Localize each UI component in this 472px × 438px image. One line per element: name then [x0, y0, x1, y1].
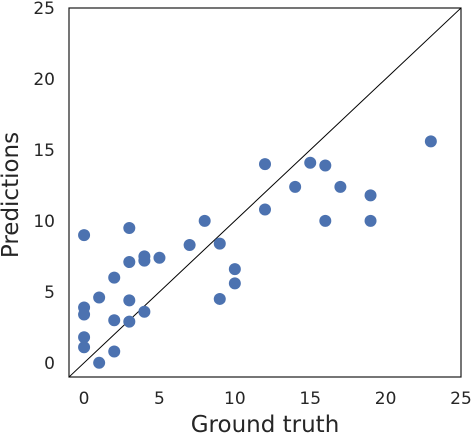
- x-axis-label: Ground truth: [191, 412, 340, 438]
- data-point: [198, 214, 211, 227]
- data-points: [78, 135, 437, 369]
- data-point: [259, 158, 271, 171]
- data-point: [123, 256, 136, 269]
- data-point: [183, 239, 196, 252]
- x-tick-labels: 0 5 10 15 20 25: [79, 389, 472, 409]
- data-point: [364, 214, 377, 227]
- data-point: [424, 135, 437, 148]
- data-point: [123, 315, 136, 328]
- data-point: [78, 341, 91, 354]
- data-point: [319, 214, 332, 227]
- y-tick-label: 15: [33, 141, 55, 161]
- x-tick-label: 20: [375, 389, 397, 409]
- data-point: [108, 271, 121, 284]
- data-point: [319, 159, 332, 172]
- data-point: [108, 345, 121, 358]
- data-point: [138, 305, 151, 318]
- data-point: [289, 180, 302, 193]
- data-point: [123, 294, 136, 307]
- data-point: [108, 314, 121, 327]
- y-tick-label: 10: [33, 212, 55, 232]
- data-point: [213, 237, 226, 250]
- data-point: [153, 251, 166, 264]
- data-point: [123, 221, 136, 234]
- data-point: [78, 229, 91, 242]
- y-tick-label: 5: [44, 283, 55, 303]
- data-point: [78, 308, 91, 321]
- x-tick-label: 0: [79, 389, 90, 409]
- data-point: [334, 180, 347, 193]
- y-tick-labels: 0 5 10 15 20 25: [33, 0, 55, 374]
- data-point: [78, 331, 91, 344]
- data-point: [93, 356, 106, 369]
- data-point: [228, 263, 241, 276]
- x-tick-label: 5: [154, 389, 165, 409]
- plot-frame: [68, 7, 462, 378]
- y-tick-label: 25: [33, 0, 55, 19]
- data-point: [93, 291, 106, 304]
- data-point: [213, 292, 226, 305]
- data-point: [138, 254, 151, 267]
- data-point: [259, 203, 271, 216]
- data-point: [228, 277, 241, 290]
- y-axis-label: Predictions: [0, 132, 24, 258]
- y-tick-label: 20: [33, 70, 55, 90]
- x-tick-label: 25: [450, 389, 472, 409]
- y-tick-label: 0: [44, 354, 55, 374]
- data-point: [364, 189, 377, 202]
- data-point: [304, 156, 317, 169]
- identity-line: [69, 8, 461, 377]
- x-tick-label: 15: [299, 389, 321, 409]
- x-tick-label: 10: [224, 389, 246, 409]
